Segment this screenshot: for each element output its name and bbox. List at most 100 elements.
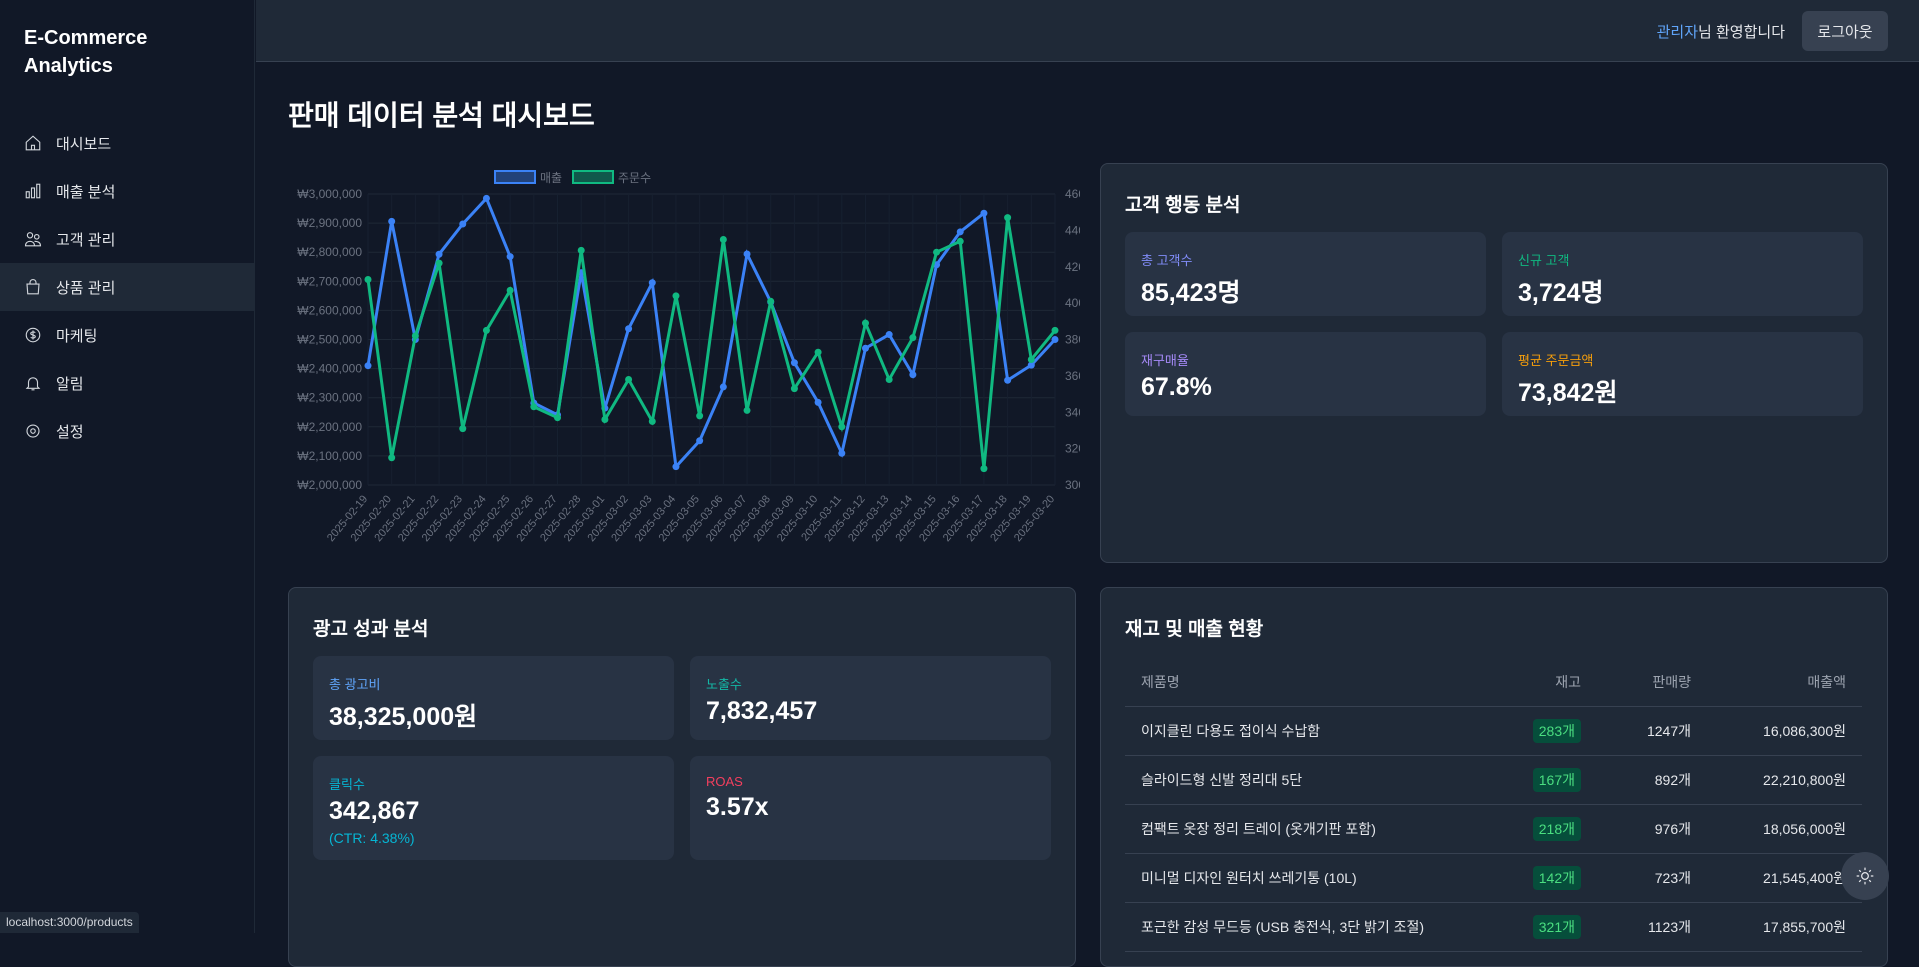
data-point <box>719 235 727 243</box>
stock-cell: 142개 <box>1501 853 1597 903</box>
y-right-tick-label: 420 <box>1065 260 1080 274</box>
data-point <box>814 348 822 356</box>
data-point <box>814 398 822 406</box>
data-point <box>767 297 775 305</box>
stat-value: 3,724명 <box>1518 279 1604 307</box>
table-row: 컴팩트 옷장 정리 트레이 (옷개기판 포함) 218개 976개 18,056,00… <box>1125 804 1862 854</box>
product-name: 컴팩트 옷장 정리 트레이 (옷개기판 포함) <box>1125 804 1502 854</box>
stat-impressions: 노출수 7,832,457 <box>690 656 1051 740</box>
sidebar-item-dashboard[interactable]: 대시보드 <box>0 119 255 167</box>
stat-new-customers: 신규 고객 3,724명 <box>1502 232 1863 316</box>
bell-icon <box>25 377 41 391</box>
sidebar-item-customers[interactable]: 고객 관리 <box>0 215 255 263</box>
product-name: 미니멀 디자인 원터치 쓰레기통 (10L) <box>1125 853 1502 903</box>
table-header: 제품명 재고 판매량 매출액 <box>1125 658 1862 707</box>
data-point <box>482 194 490 202</box>
home-icon <box>25 135 41 151</box>
customer-behavior-card: 고객 행동 분석 총 고객수 85,423명 신규 고객 3,724명 재구매율 67… <box>1100 163 1888 563</box>
card-title: 재고 및 매출 현황 <box>1125 619 1264 640</box>
revenue: 18,056,000원 <box>1707 804 1862 854</box>
data-point <box>530 403 538 411</box>
y-left-tick-label: ₩2,200,000 <box>297 420 362 434</box>
stock-badge: 167개 <box>1532 767 1581 792</box>
data-point <box>1004 214 1012 222</box>
sales-qty: 976개 <box>1597 804 1707 854</box>
data-point <box>909 371 917 379</box>
data-point <box>648 279 656 287</box>
data-point <box>838 423 846 431</box>
data-point <box>956 228 964 236</box>
stock-cell: 167개 <box>1501 755 1597 805</box>
welcome-text: 관리자님 환영합니다 <box>1657 21 1785 42</box>
shopping-bag-icon <box>26 279 40 295</box>
data-point <box>459 425 467 433</box>
sidebar-item-products[interactable]: 상품 관리 <box>0 263 255 311</box>
ad-performance-card: 광고 성과 분석 총 광고비 38,325,000원 노출수 7,832,457 클… <box>288 587 1076 967</box>
data-point <box>909 334 917 342</box>
sales-qty: 892개 <box>1597 755 1707 805</box>
data-point <box>459 220 467 228</box>
theme-toggle-button[interactable] <box>1841 852 1889 900</box>
data-point <box>388 454 396 462</box>
y-right-tick-label: 400 <box>1065 296 1080 310</box>
logout-button[interactable]: 로그아웃 <box>1802 11 1888 51</box>
y-right-tick-label: 300 <box>1065 478 1080 492</box>
y-left-tick-label: ₩2,700,000 <box>297 274 362 288</box>
y-left-tick-label: ₩2,800,000 <box>297 245 362 259</box>
data-point <box>861 319 869 327</box>
stat-repurchase-rate: 재구매율 67.8% <box>1125 332 1486 416</box>
legend-swatch <box>572 170 614 184</box>
y-right-tick-label: 460 <box>1065 187 1080 201</box>
product-name: 슬라이드형 신발 정리대 5단 <box>1125 755 1502 805</box>
stat-value: 3.57x <box>706 793 769 821</box>
data-point <box>625 376 633 384</box>
sidebar-item-marketing[interactable]: 마케팅 <box>0 311 255 359</box>
y-right-tick-label: 360 <box>1065 369 1080 383</box>
ctr-text: (CTR: 4.38%) <box>329 830 415 846</box>
revenue: 16,086,300원 <box>1707 706 1862 756</box>
y-left-tick-label: ₩2,300,000 <box>297 391 362 405</box>
stat-ad-spend: 총 광고비 38,325,000원 <box>313 656 674 740</box>
data-point <box>625 325 633 333</box>
data-point <box>956 237 964 245</box>
revenue: 17,855,700원 <box>1707 902 1862 952</box>
sidebar-item-sales[interactable]: 매출 분석 <box>0 167 255 215</box>
stock-cell: 283개 <box>1501 706 1597 756</box>
stock-badge: 321개 <box>1532 914 1581 939</box>
stat-label: 신규 고객 <box>1518 253 1570 268</box>
sidebar-item-label: 마케팅 <box>56 327 98 345</box>
data-point <box>743 406 751 414</box>
y-left-tick-label: ₩2,100,000 <box>297 449 362 463</box>
sales-qty: 1247개 <box>1597 706 1707 756</box>
stat-value: 7,832,457 <box>706 697 818 725</box>
data-point <box>743 250 751 258</box>
dollar-circle-icon <box>25 327 41 343</box>
data-point <box>838 449 846 457</box>
stat-label: ROAS <box>706 774 743 789</box>
data-point <box>861 344 869 352</box>
stock-badge: 142개 <box>1532 865 1581 890</box>
sidebar-item-alerts[interactable]: 알림 <box>0 359 255 407</box>
sales-qty: 1123개 <box>1597 902 1707 952</box>
bar-chart-icon <box>25 183 41 199</box>
data-point <box>482 326 490 334</box>
table-row: 슬라이드형 신발 정리대 5단 167개 892개 22,210,800원 <box>1125 755 1862 805</box>
sidebar-item-settings[interactable]: 설정 <box>0 407 255 455</box>
stat-value: 85,423명 <box>1141 279 1241 307</box>
stat-label: 평균 주문금액 <box>1518 353 1594 368</box>
data-point <box>885 331 893 339</box>
legend-swatch <box>494 170 536 184</box>
data-point <box>506 253 514 261</box>
stat-value: 342,867 <box>329 797 420 825</box>
sidebar: E-Commerce Analytics 대시보드 매출 분석 고객 관리 상품… <box>0 0 255 933</box>
series-line <box>366 217 1057 469</box>
data-point <box>1004 376 1012 384</box>
stock-badge: 283개 <box>1532 718 1581 743</box>
y-right-tick-label: 320 <box>1065 442 1080 456</box>
welcome-message: 님 환영합니다 <box>1698 24 1785 41</box>
data-point <box>435 250 443 258</box>
stat-label: 노출수 <box>706 677 742 692</box>
column-header: 판매량 <box>1597 658 1707 707</box>
legend-label: 매출 <box>540 171 562 185</box>
data-point <box>980 209 988 217</box>
